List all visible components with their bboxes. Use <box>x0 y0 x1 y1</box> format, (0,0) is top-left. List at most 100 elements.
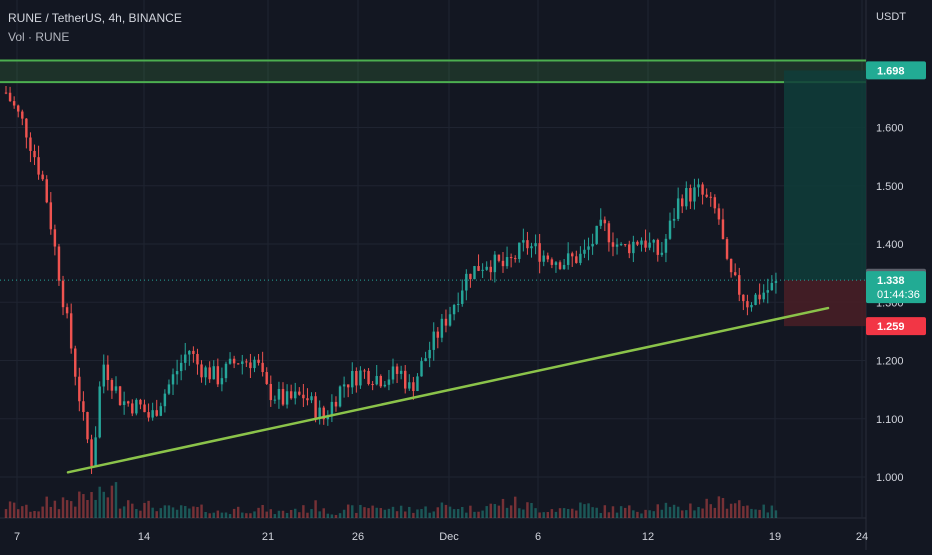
candle-body <box>41 174 44 180</box>
volume-bar <box>644 509 647 518</box>
volume-bar <box>554 511 558 518</box>
volume-bar <box>518 508 521 518</box>
volume-bar <box>387 508 391 518</box>
volume-bar <box>289 509 293 518</box>
volume-bar <box>505 507 509 518</box>
candle-body <box>318 407 321 419</box>
volume-bar <box>204 511 207 518</box>
candle-body <box>623 244 627 246</box>
currency-label: USDT <box>876 11 906 23</box>
candle-body <box>583 249 586 254</box>
volume-bar <box>143 502 146 518</box>
volume-bars <box>4 482 778 518</box>
candle-body <box>155 410 158 416</box>
candle-body <box>371 384 374 386</box>
volume-bar <box>126 500 130 518</box>
position-zones <box>0 59 866 327</box>
candle-body <box>432 331 435 350</box>
volume-bar <box>575 510 578 518</box>
volume-bar <box>163 505 167 518</box>
volume-bar <box>681 510 684 518</box>
volume-bar <box>318 511 321 518</box>
volume-bar <box>774 510 778 518</box>
volume-bar <box>167 505 171 518</box>
time-axis[interactable]: 7 14 21 26 Dec 6 12 19 24 <box>14 531 868 543</box>
volume-bar <box>277 510 281 518</box>
candle-body <box>587 246 590 250</box>
ascending-trendline <box>66 306 830 474</box>
candles <box>4 86 778 474</box>
candle-body <box>216 366 220 385</box>
volume-bar <box>685 510 688 518</box>
time-tick-label: 7 <box>14 531 20 543</box>
candle-body <box>489 266 492 273</box>
volume-bar <box>8 501 12 518</box>
volume-bar <box>57 509 61 518</box>
candle-body <box>456 303 460 305</box>
candle-body <box>595 225 598 244</box>
volume-bar <box>497 505 501 518</box>
volume-bar <box>562 508 566 518</box>
volume-bar <box>489 503 492 518</box>
candle-body <box>228 358 232 364</box>
time-tick-label: 21 <box>262 531 274 543</box>
volume-bar <box>184 506 187 518</box>
volume-bar <box>713 507 717 518</box>
volume-bar <box>61 497 65 518</box>
volume-bar <box>379 508 383 518</box>
symbol-title[interactable]: RUNE / TetherUS, 4h, BINANCE <box>8 11 182 25</box>
candle-body <box>351 370 354 388</box>
volume-bar <box>733 503 737 518</box>
candle-body <box>212 366 215 380</box>
volume-bar <box>424 506 427 518</box>
candle-body <box>159 406 163 416</box>
volume-bar <box>599 512 602 518</box>
candle-body <box>232 358 236 364</box>
candle-body <box>766 290 770 293</box>
candle-body <box>200 364 203 378</box>
candle-body <box>412 382 415 392</box>
candle-body <box>725 239 729 259</box>
candle-body <box>359 370 362 386</box>
volume-bar <box>729 503 733 518</box>
volume-bar <box>725 508 729 518</box>
candle-body <box>477 266 480 271</box>
volume-bar <box>770 505 774 518</box>
volume-bar <box>628 505 631 518</box>
volume-bar <box>342 509 346 518</box>
drawings <box>0 279 866 474</box>
volume-bar <box>346 504 350 518</box>
volume-bar <box>45 496 48 518</box>
volume-indicator-label[interactable]: Vol · RUNE <box>8 30 70 44</box>
volume-bar <box>236 506 240 518</box>
volume-bar <box>122 506 126 518</box>
candle-body <box>192 350 195 354</box>
volume-bar <box>412 512 415 518</box>
volume-bar <box>534 508 537 518</box>
volume-bar <box>326 513 330 518</box>
candle-body <box>444 318 448 326</box>
volume-bar <box>542 512 545 518</box>
volume-bar <box>114 482 118 518</box>
volume-bar <box>436 507 440 518</box>
candle-body <box>8 92 12 102</box>
candle-body <box>204 367 207 378</box>
candle-body <box>668 220 672 239</box>
candle-body <box>436 331 440 338</box>
volume-bar <box>375 507 378 518</box>
volume-bar <box>371 505 374 518</box>
candle-body <box>554 262 558 265</box>
volume-bar <box>232 508 236 518</box>
candle-body <box>245 361 248 363</box>
candle-body <box>754 294 757 305</box>
candle-body <box>338 386 342 407</box>
candle-body <box>615 244 619 247</box>
volume-bar <box>228 514 232 518</box>
candle-body <box>428 349 431 359</box>
price-label-bg <box>866 271 926 304</box>
volume-bar <box>660 509 664 518</box>
volume-bar <box>367 508 370 518</box>
